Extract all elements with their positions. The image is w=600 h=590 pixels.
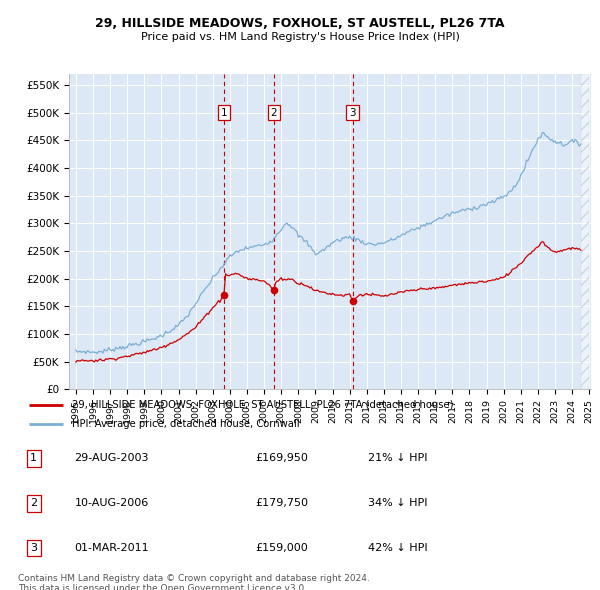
Text: 2: 2: [271, 107, 277, 117]
Text: 34% ↓ HPI: 34% ↓ HPI: [368, 499, 427, 508]
Text: 3: 3: [30, 543, 37, 553]
Text: 29, HILLSIDE MEADOWS, FOXHOLE, ST AUSTELL, PL26 7TA (detached house): 29, HILLSIDE MEADOWS, FOXHOLE, ST AUSTEL…: [71, 400, 453, 410]
Text: 01-MAR-2011: 01-MAR-2011: [74, 543, 149, 553]
Text: £159,000: £159,000: [255, 543, 308, 553]
Text: Contains HM Land Registry data © Crown copyright and database right 2024.
This d: Contains HM Land Registry data © Crown c…: [18, 574, 370, 590]
Text: £179,750: £179,750: [255, 499, 308, 508]
Text: 10-AUG-2006: 10-AUG-2006: [74, 499, 149, 508]
Text: £169,950: £169,950: [255, 454, 308, 463]
Text: 1: 1: [30, 454, 37, 463]
Text: 3: 3: [349, 107, 356, 117]
Text: 21% ↓ HPI: 21% ↓ HPI: [368, 454, 427, 463]
Text: 29-AUG-2003: 29-AUG-2003: [74, 454, 149, 463]
Text: 1: 1: [221, 107, 227, 117]
Text: 2: 2: [30, 499, 37, 508]
Text: Price paid vs. HM Land Registry's House Price Index (HPI): Price paid vs. HM Land Registry's House …: [140, 32, 460, 42]
Text: HPI: Average price, detached house, Cornwall: HPI: Average price, detached house, Corn…: [71, 419, 299, 428]
Text: 29, HILLSIDE MEADOWS, FOXHOLE, ST AUSTELL, PL26 7TA: 29, HILLSIDE MEADOWS, FOXHOLE, ST AUSTEL…: [95, 17, 505, 30]
Text: 42% ↓ HPI: 42% ↓ HPI: [368, 543, 427, 553]
